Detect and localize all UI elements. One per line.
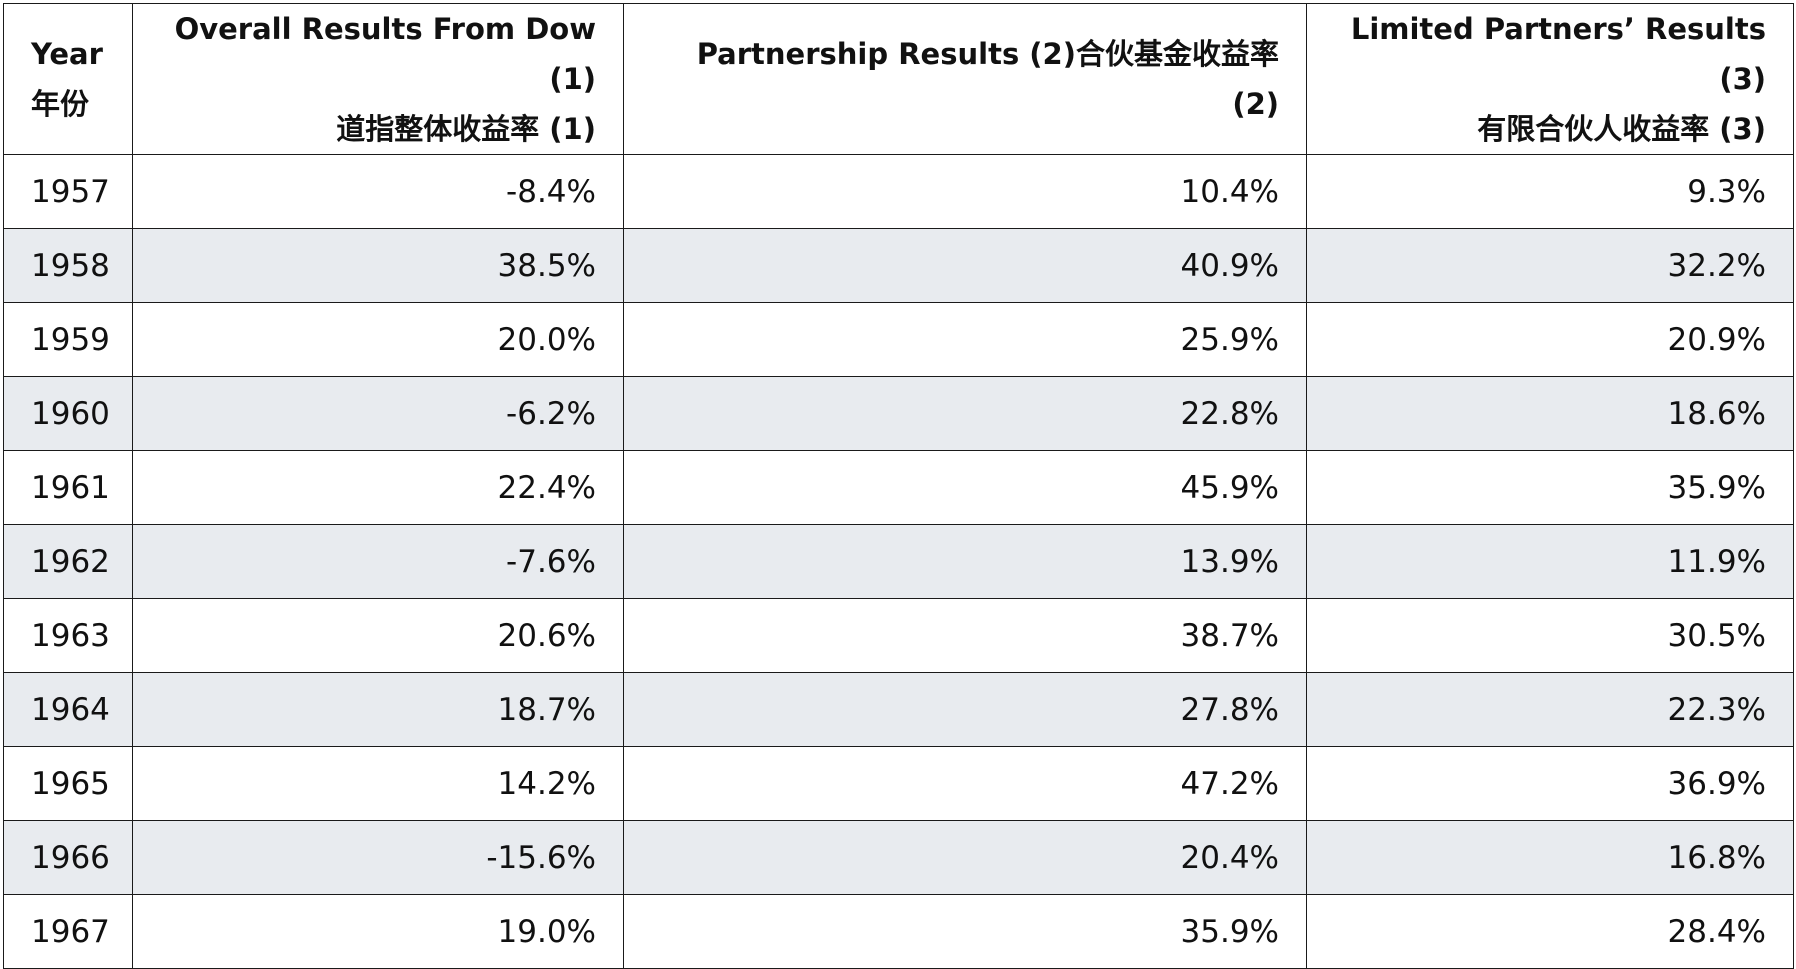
cell-dow: -6.2%	[132, 376, 624, 451]
cell-partnership: 40.9%	[623, 228, 1307, 303]
cell-year: 1962	[3, 524, 133, 599]
header-year-en: Year	[31, 37, 103, 71]
cell-limited: 32.2%	[1306, 228, 1794, 303]
cell-dow: 14.2%	[132, 746, 624, 821]
results-table: Year 年份 Overall Results From Dow (1) 道指整…	[3, 3, 1794, 969]
cell-dow: 38.5%	[132, 228, 624, 303]
cell-partnership: 38.7%	[623, 598, 1307, 673]
cell-limited: 20.9%	[1306, 302, 1794, 377]
cell-partnership: 20.4%	[623, 820, 1307, 895]
cell-dow: -7.6%	[132, 524, 624, 599]
header-row: Year 年份 Overall Results From Dow (1) 道指整…	[3, 3, 1794, 155]
cell-year: 1959	[3, 302, 133, 377]
header-limited-en: Limited Partners’ Results (3)	[1350, 12, 1766, 96]
table-row: 1960 -6.2% 22.8% 18.6%	[3, 376, 1794, 451]
header-limited-zh: 有限合伙人收益率 (3)	[1477, 112, 1766, 146]
table-row: 1966 -15.6% 20.4% 16.8%	[3, 820, 1794, 895]
table-row: 1962 -7.6% 13.9% 11.9%	[3, 524, 1794, 599]
header-dow-en: Overall Results From Dow (1)	[174, 12, 596, 96]
cell-partnership: 27.8%	[623, 672, 1307, 747]
header-limited: Limited Partners’ Results (3) 有限合伙人收益率 (…	[1306, 3, 1794, 155]
table-row: 1961 22.4% 45.9% 35.9%	[3, 450, 1794, 525]
table-row: 1967 19.0% 35.9% 28.4%	[3, 894, 1794, 969]
cell-dow: 19.0%	[132, 894, 624, 969]
cell-limited: 22.3%	[1306, 672, 1794, 747]
cell-limited: 30.5%	[1306, 598, 1794, 673]
cell-dow: 20.0%	[132, 302, 624, 377]
cell-year: 1957	[3, 154, 133, 229]
table-row: 1958 38.5% 40.9% 32.2%	[3, 228, 1794, 303]
table-row: 1965 14.2% 47.2% 36.9%	[3, 746, 1794, 821]
cell-partnership: 47.2%	[623, 746, 1307, 821]
cell-limited: 9.3%	[1306, 154, 1794, 229]
cell-year: 1966	[3, 820, 133, 895]
header-partnership-en: Partnership Results (2)	[696, 37, 1076, 71]
cell-partnership: 25.9%	[623, 302, 1307, 377]
cell-year: 1967	[3, 894, 133, 969]
cell-year: 1964	[3, 672, 133, 747]
table-row: 1959 20.0% 25.9% 20.9%	[3, 302, 1794, 377]
table-body: 1957 -8.4% 10.4% 9.3% 1958 38.5% 40.9% 3…	[3, 154, 1794, 969]
cell-year: 1963	[3, 598, 133, 673]
cell-partnership: 10.4%	[623, 154, 1307, 229]
cell-limited: 36.9%	[1306, 746, 1794, 821]
cell-limited: 18.6%	[1306, 376, 1794, 451]
cell-partnership: 22.8%	[623, 376, 1307, 451]
header-year: Year 年份	[3, 3, 133, 155]
cell-dow: 18.7%	[132, 672, 624, 747]
cell-limited: 35.9%	[1306, 450, 1794, 525]
cell-limited: 16.8%	[1306, 820, 1794, 895]
cell-limited: 28.4%	[1306, 894, 1794, 969]
cell-dow: 20.6%	[132, 598, 624, 673]
cell-partnership: 35.9%	[623, 894, 1307, 969]
cell-dow: -15.6%	[132, 820, 624, 895]
cell-partnership: 13.9%	[623, 524, 1307, 599]
cell-dow: 22.4%	[132, 450, 624, 525]
cell-dow: -8.4%	[132, 154, 624, 229]
header-dow-zh: 道指整体收益率 (1)	[336, 112, 596, 146]
header-partnership: Partnership Results (2)合伙基金收益率 (2)	[623, 3, 1307, 155]
header-year-zh: 年份	[31, 87, 90, 121]
table-row: 1964 18.7% 27.8% 22.3%	[3, 672, 1794, 747]
header-partnership-zh: 合伙基金收益率 (2)	[1075, 37, 1279, 121]
cell-year: 1960	[3, 376, 133, 451]
cell-year: 1958	[3, 228, 133, 303]
cell-limited: 11.9%	[1306, 524, 1794, 599]
table-row: 1957 -8.4% 10.4% 9.3%	[3, 154, 1794, 229]
table-header: Year 年份 Overall Results From Dow (1) 道指整…	[3, 3, 1794, 155]
header-dow: Overall Results From Dow (1) 道指整体收益率 (1)	[132, 3, 624, 155]
cell-year: 1961	[3, 450, 133, 525]
table-row: 1963 20.6% 38.7% 30.5%	[3, 598, 1794, 673]
cell-partnership: 45.9%	[623, 450, 1307, 525]
cell-year: 1965	[3, 746, 133, 821]
